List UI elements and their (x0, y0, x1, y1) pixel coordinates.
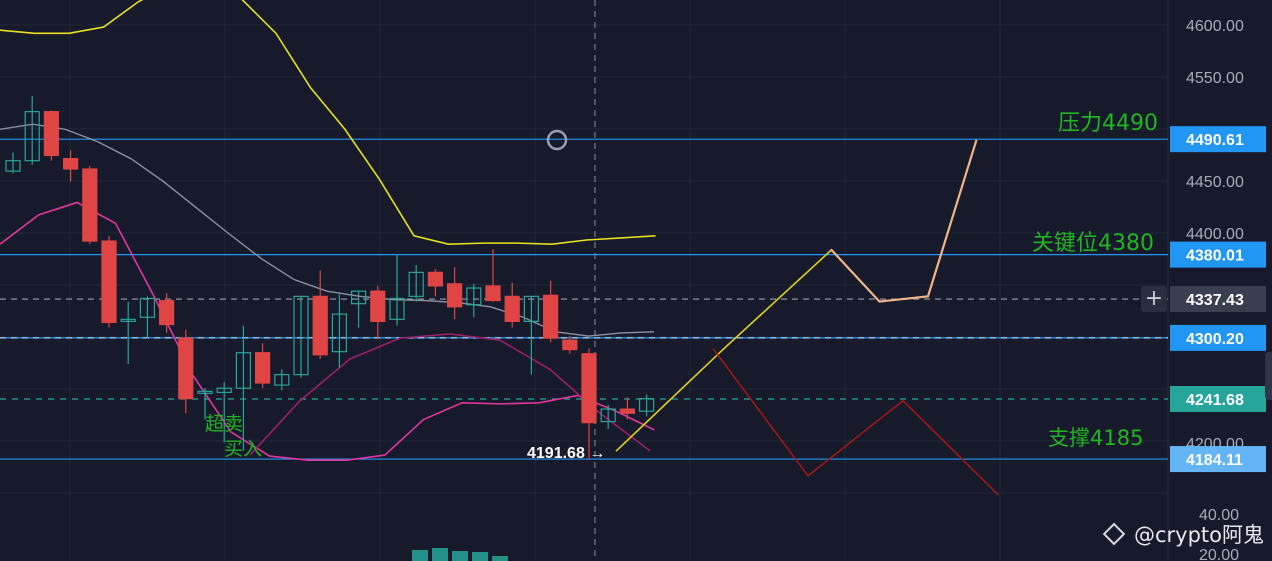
candle-body (619, 408, 636, 414)
ma-lower-line (0, 201, 655, 462)
forecast-up-line (615, 248, 833, 452)
forecast-lines (615, 139, 999, 496)
candle-body (600, 408, 616, 423)
candle-body (312, 295, 328, 356)
price-tag-label: 4337.43 (1186, 292, 1244, 309)
axis-tick: 4550.00 (1186, 70, 1244, 87)
candle-body (139, 297, 155, 318)
candle-body (331, 313, 347, 353)
candle-body (274, 374, 290, 386)
price-tag-label: 4300.20 (1186, 331, 1244, 348)
key-level-label: 关键位4380 (1032, 231, 1154, 256)
candle-body (389, 297, 405, 320)
candle-body (197, 390, 213, 394)
candle-body (504, 295, 520, 323)
candle-body (485, 285, 501, 302)
candle-body (408, 271, 424, 297)
volume-bar (412, 550, 428, 561)
candle-body (178, 337, 194, 400)
candles (5, 95, 655, 460)
candle-body (447, 283, 463, 308)
low-price-marker: 4191.68 → (527, 445, 605, 462)
volume-axis-tick: 40.00 (1199, 507, 1239, 524)
candle-body (62, 157, 79, 170)
candle-body (216, 387, 232, 393)
candle-body (5, 160, 21, 172)
candle-body (43, 111, 60, 157)
price-tag-label: 4490.61 (1186, 132, 1244, 149)
candle-body (581, 353, 597, 424)
binance-diamond-icon (1102, 522, 1126, 546)
side-panel-handle[interactable] (1265, 352, 1272, 400)
candle-body (235, 352, 251, 389)
volume-axis-tick: 20.00 (1199, 547, 1239, 561)
price-tags: 4490.61 4380.01 4337.43 4300.20 4241.68 4184.… (1170, 126, 1266, 473)
price-tag-label: 4380.01 (1186, 248, 1244, 265)
moving-averages (0, 0, 656, 462)
forecast-target-line (830, 139, 978, 303)
price-tag (1170, 385, 1266, 412)
resistance-label: 压力4490 (1058, 111, 1158, 136)
axis-tick: 4450.00 (1186, 174, 1244, 191)
watermark-text: @crypto阿鬼 (1133, 523, 1264, 547)
candle-body (159, 299, 175, 326)
horizontal-levels (0, 138, 1168, 460)
candle-body (293, 295, 309, 376)
price-tag-label: 4184.11 (1186, 452, 1243, 469)
support-label: 支撑4185 (1048, 426, 1143, 450)
volume-bar (432, 548, 448, 561)
volume-bars (412, 548, 508, 561)
price-tag (1170, 126, 1266, 153)
crosshair-add-button[interactable]: + (1141, 286, 1167, 312)
candle-body (370, 290, 386, 323)
watermark: @crypto阿鬼 (1102, 519, 1264, 549)
ma-upper-line (0, 0, 656, 245)
candle-body (562, 339, 578, 351)
candle-body (542, 294, 559, 339)
candle-body (24, 111, 40, 162)
price-tag (1170, 446, 1266, 473)
forecast-down-line (712, 348, 999, 496)
candle-body (255, 352, 271, 384)
volume-bar (492, 556, 508, 561)
volume-bar (472, 552, 488, 561)
candle-body (638, 398, 655, 412)
oversold-label: 超卖 (205, 413, 243, 435)
volume-bar (452, 551, 468, 561)
candle-body (466, 287, 482, 306)
price-tag (1170, 286, 1266, 313)
cursor-circle-icon (546, 129, 568, 151)
axis-tick: 4400.00 (1186, 226, 1244, 243)
candle-body (427, 271, 443, 287)
candle-body (82, 168, 98, 242)
candle-body (351, 290, 367, 305)
candle-body (120, 318, 136, 322)
price-tag (1170, 324, 1266, 351)
candle-body (101, 240, 117, 324)
axis-tick: 4600.00 (1186, 18, 1244, 35)
price-tag (1170, 241, 1266, 268)
candle-body (523, 295, 540, 323)
annotations: 压力4490 关键位4380 支撑4185 超卖 买入 4191.68 → (205, 111, 1158, 462)
buy-label: 买入 (224, 438, 262, 460)
price-tag-label: 4241.68 (1186, 392, 1244, 409)
grid (0, 0, 1169, 561)
